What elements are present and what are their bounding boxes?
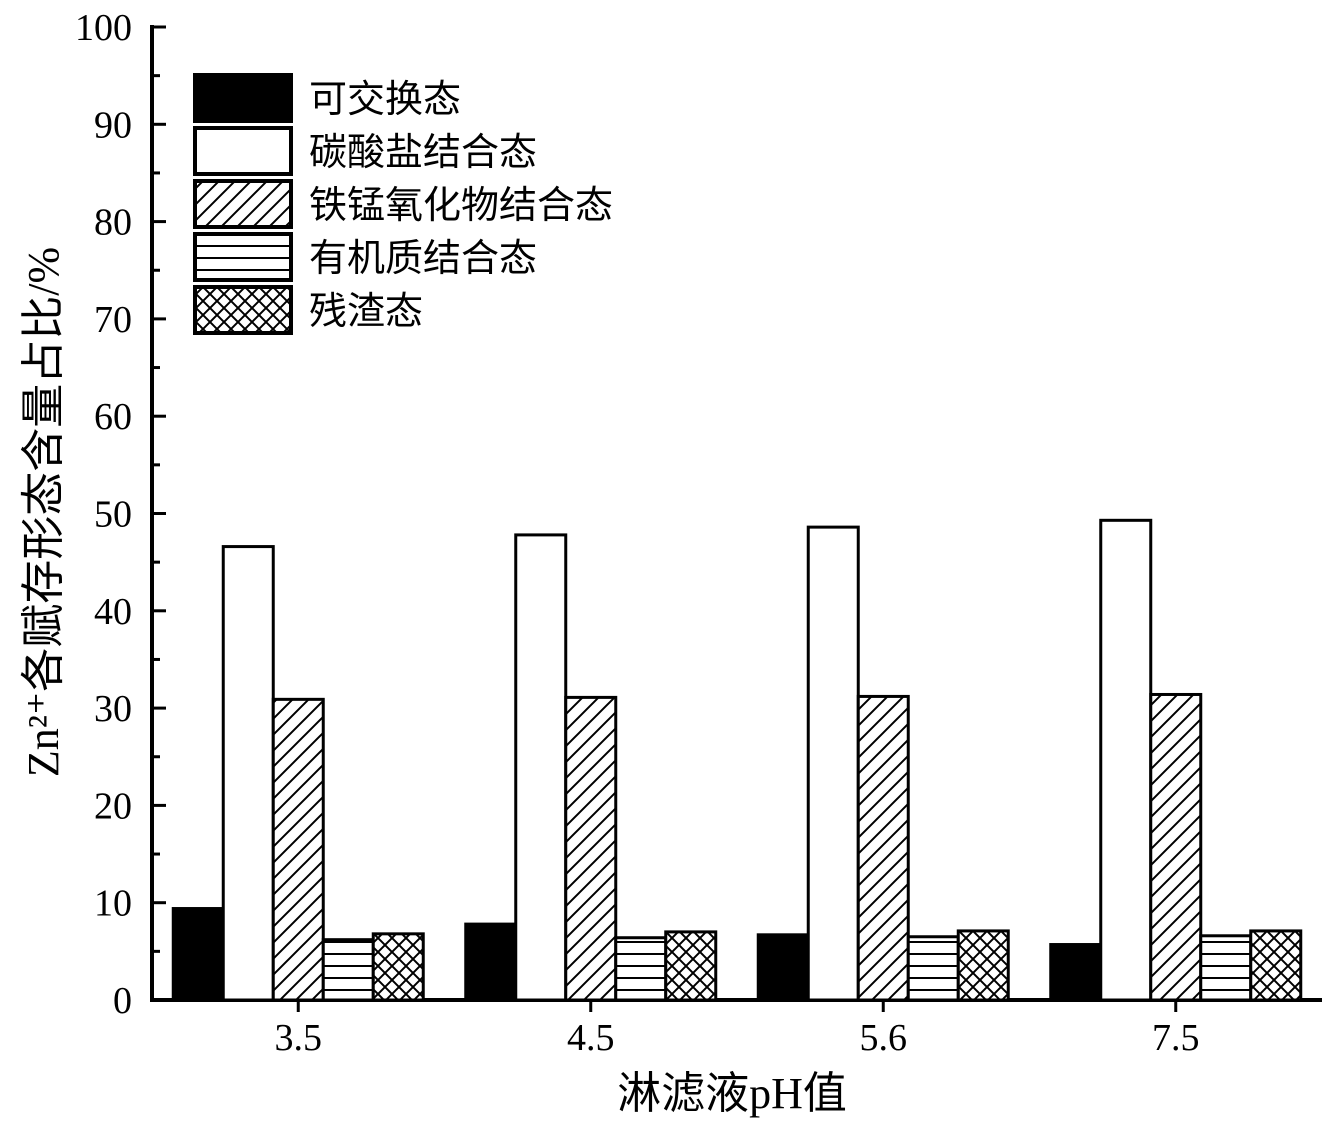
y-tick-label: 70 [94, 299, 132, 341]
y-tick-label: 0 [113, 980, 132, 1022]
bar [271, 697, 325, 1002]
bar [956, 929, 1010, 1002]
y-tick-label: 100 [75, 7, 132, 49]
legend-swatch [193, 285, 293, 335]
bar [371, 932, 425, 1002]
bar [464, 922, 518, 1002]
bar [514, 533, 568, 1002]
y-tick-label: 60 [94, 396, 132, 438]
bar [564, 695, 618, 1002]
y-axis-title: Zn²⁺各赋存形态含量占比/% [19, 247, 68, 777]
bar [1249, 929, 1303, 1002]
bar [221, 545, 275, 1002]
x-tick-label: 3.5 [275, 1017, 323, 1059]
legend-label: 残渣态 [309, 291, 423, 333]
legend-swatch [193, 179, 293, 229]
bar [1049, 943, 1103, 1002]
x-tick-label: 4.5 [567, 1017, 615, 1059]
bar [614, 936, 668, 1002]
y-tick-label: 40 [94, 591, 132, 633]
x-tick-label: 5.6 [860, 1017, 908, 1059]
bar [856, 694, 910, 1002]
legend-label: 有机质结合态 [309, 238, 537, 280]
bar [1149, 692, 1203, 1002]
bars-layer [171, 518, 1303, 1002]
x-tick-label: 7.5 [1152, 1017, 1200, 1059]
bar [756, 933, 810, 1002]
y-tick-label: 30 [94, 688, 132, 730]
legend-swatch [193, 232, 293, 282]
bar [171, 907, 225, 1002]
y-tick-label: 20 [94, 785, 132, 827]
bar [321, 938, 375, 1002]
bar [806, 525, 860, 1002]
legend-label: 碳酸盐结合态 [309, 132, 537, 174]
bar [1099, 518, 1153, 1002]
y-tick-label: 80 [94, 202, 132, 244]
x-axis-title: 淋滤液pH值 [617, 1069, 847, 1118]
bar [906, 935, 960, 1002]
bar [1199, 934, 1253, 1002]
legend-label: 铁锰氧化物结合态 [309, 185, 613, 227]
legend-label: 可交换态 [309, 79, 461, 121]
legend-swatch [193, 126, 293, 176]
y-tick-label: 10 [94, 883, 132, 925]
y-tick-label: 50 [94, 494, 132, 536]
y-tick-label: 90 [94, 104, 132, 146]
legend-swatch [193, 73, 293, 123]
bar [664, 930, 718, 1002]
axes-layer: 0 10 20 30 40 50 60 70 80 90 100 3.5 4.5 5.6 7.5 [75, 7, 1322, 1059]
